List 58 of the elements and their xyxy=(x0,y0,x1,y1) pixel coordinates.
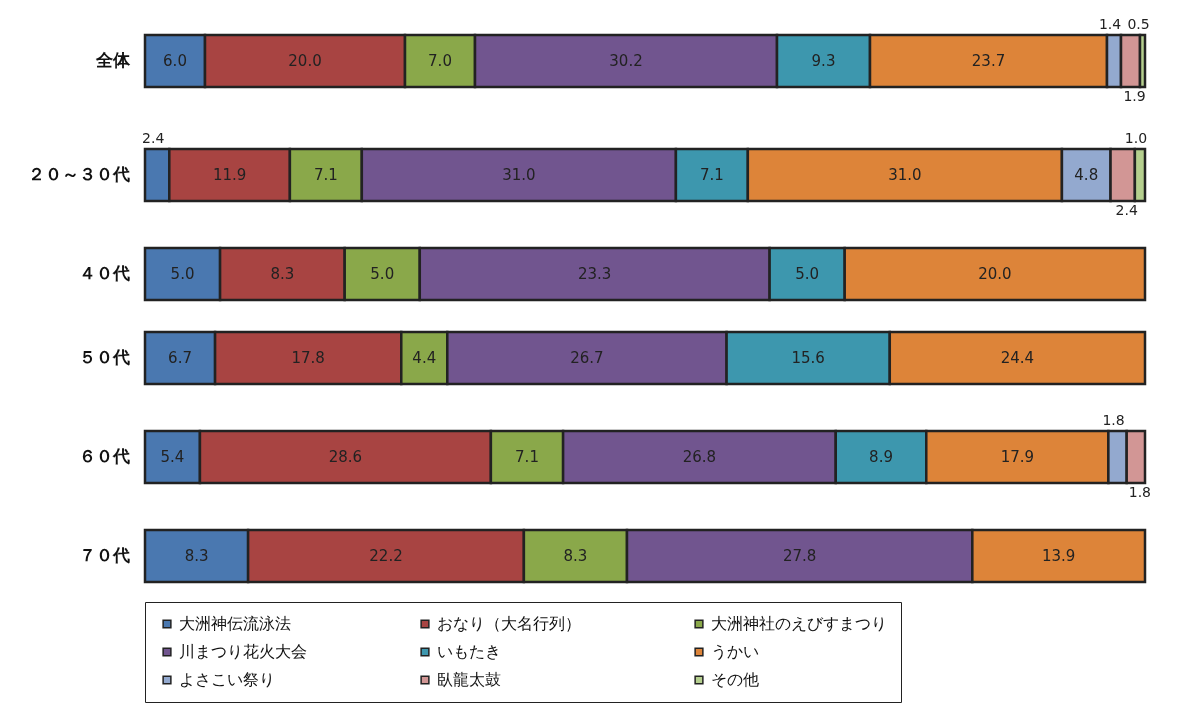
legend-label: 大洲神伝流泳法 xyxy=(179,614,291,633)
data-label: 28.6 xyxy=(328,448,363,466)
data-label: 23.3 xyxy=(578,265,612,283)
data-label: 11.9 xyxy=(212,166,247,184)
data-label: 5.0 xyxy=(170,265,195,283)
y-tick-label: ２０～３０代 xyxy=(27,164,130,184)
legend-label: その他 xyxy=(711,670,759,689)
data-label: 1.8 xyxy=(1102,412,1125,428)
data-label: 22.2 xyxy=(369,547,403,565)
data-label: 7.1 xyxy=(699,166,724,184)
legend-label: よさこい祭り xyxy=(179,670,275,689)
y-tick-label: ５０代 xyxy=(78,347,130,367)
data-label: 30.2 xyxy=(609,52,643,70)
data-label: 27.8 xyxy=(782,547,817,565)
data-label: 4.4 xyxy=(412,349,437,367)
legend-label: 臥龍太鼓 xyxy=(437,670,501,689)
data-label: 26.7 xyxy=(570,349,604,367)
data-label: 8.9 xyxy=(869,448,893,466)
data-label: 7.0 xyxy=(428,52,452,70)
data-label: 2.4 xyxy=(142,130,165,146)
data-label: 7.1 xyxy=(313,166,338,184)
legend-label: 大洲神社のえびすまつり xyxy=(711,614,887,633)
y-tick-label: ６０代 xyxy=(78,446,130,466)
data-label: 1.0 xyxy=(1124,130,1148,146)
data-label: 4.8 xyxy=(1074,166,1099,184)
y-tick-label: 全体 xyxy=(94,50,131,70)
legend-label: おなり（大名行列） xyxy=(437,614,581,633)
legend-label: 川まつり花火大会 xyxy=(179,642,307,661)
data-label: 1.9 xyxy=(1123,88,1146,104)
data-label: 5.0 xyxy=(795,265,820,283)
data-label: 8.3 xyxy=(184,547,209,565)
data-label: 31.0 xyxy=(502,166,536,184)
data-label: 1.8 xyxy=(1128,484,1151,500)
data-label: 13.9 xyxy=(1041,547,1076,565)
data-label: 6.0 xyxy=(163,52,187,70)
data-label: 31.0 xyxy=(888,166,922,184)
legend-label: うかい xyxy=(711,642,759,661)
data-label: 8.3 xyxy=(563,547,588,565)
data-label: 9.3 xyxy=(811,52,836,70)
data-label: 26.8 xyxy=(682,448,717,466)
data-label: 2.4 xyxy=(1115,202,1138,218)
data-label: 20.0 xyxy=(288,52,322,70)
data-label: 15.6 xyxy=(791,349,825,367)
y-tick-label: ７０代 xyxy=(78,545,130,565)
data-label: 7.1 xyxy=(515,448,539,466)
data-label: 23.7 xyxy=(971,52,1006,70)
data-label: 1.4 xyxy=(1098,16,1122,32)
data-label: 20.0 xyxy=(978,265,1012,283)
data-label: 5.0 xyxy=(370,265,395,283)
y-tick-label: ４０代 xyxy=(78,263,130,283)
data-label: 0.5 xyxy=(1127,16,1150,32)
data-label: 5.4 xyxy=(160,448,185,466)
data-label: 24.4 xyxy=(1000,349,1035,367)
legend-label: いもたき xyxy=(437,642,501,661)
data-label: 6.7 xyxy=(168,349,192,367)
data-label: 17.9 xyxy=(1000,448,1035,466)
data-label: 8.3 xyxy=(270,265,295,283)
data-label: 17.8 xyxy=(291,349,325,367)
